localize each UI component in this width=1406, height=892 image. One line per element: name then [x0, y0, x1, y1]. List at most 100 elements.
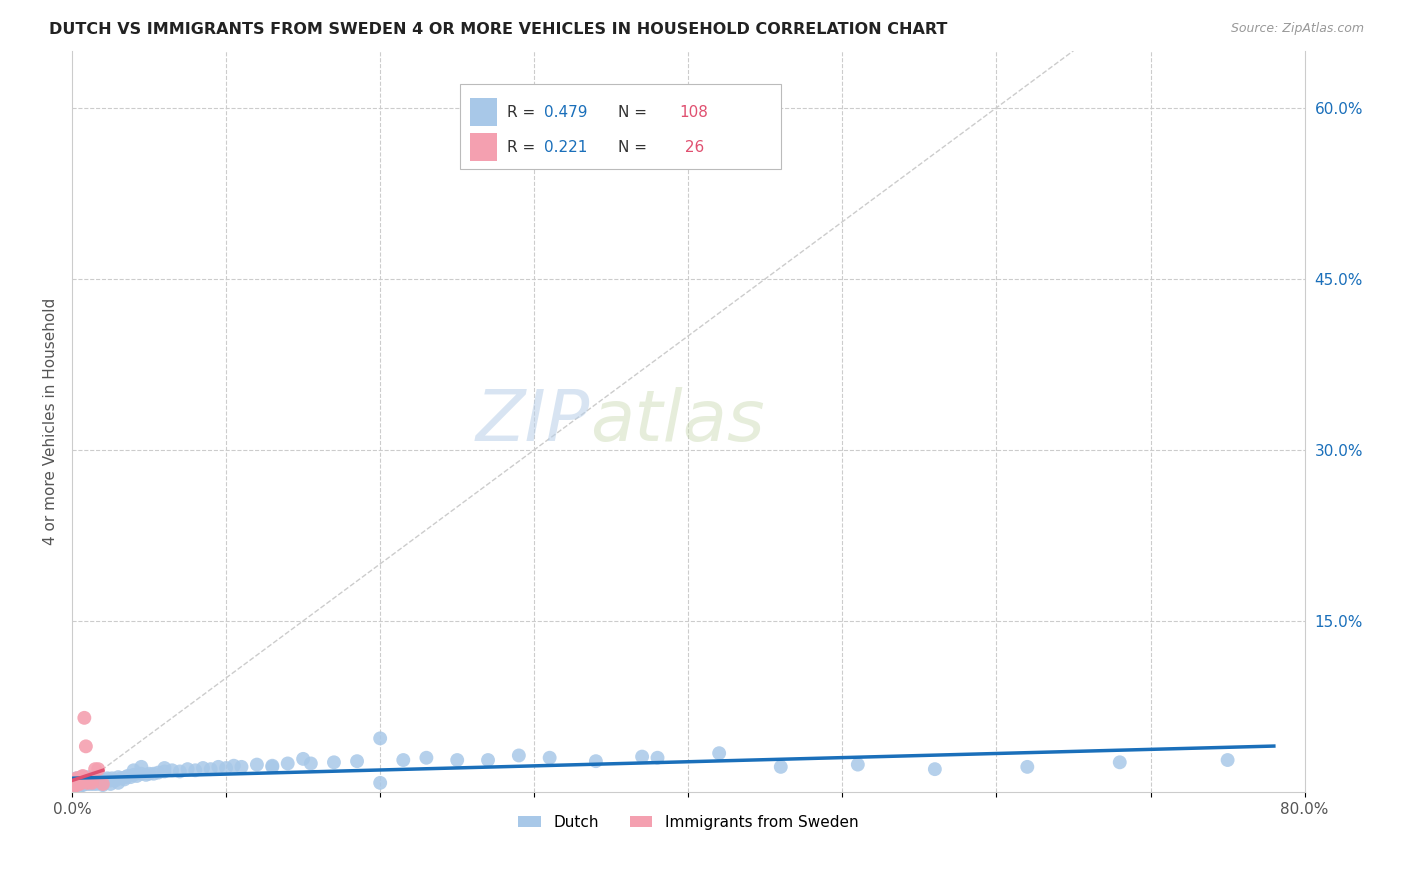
Point: [299, 756, 322, 771]
Point: [176, 762, 198, 776]
Point: [585, 754, 607, 768]
Point: [107, 770, 129, 784]
Point: [104, 773, 127, 788]
Text: N =: N =: [619, 139, 647, 154]
Point: [346, 754, 368, 768]
Point: [91, 778, 114, 792]
Point: [769, 760, 792, 774]
Point: [215, 761, 238, 775]
Point: [70, 774, 93, 789]
Point: [63, 774, 86, 789]
Text: 108: 108: [679, 104, 709, 120]
Point: [131, 766, 153, 780]
Point: [1017, 760, 1039, 774]
Point: [80, 772, 103, 787]
Point: [538, 750, 561, 764]
Point: [110, 772, 132, 786]
Point: [292, 752, 315, 766]
Point: [153, 761, 176, 775]
Point: [392, 753, 415, 767]
Point: [75, 739, 97, 754]
Point: [63, 773, 86, 788]
Point: [73, 711, 96, 725]
Point: [153, 764, 176, 779]
Point: [1108, 756, 1130, 770]
Point: [66, 772, 89, 786]
Point: [67, 776, 90, 790]
Point: [84, 762, 107, 776]
Point: [98, 772, 121, 787]
Y-axis label: 4 or more Vehicles in Household: 4 or more Vehicles in Household: [44, 298, 58, 545]
Point: [125, 769, 148, 783]
Point: [69, 773, 91, 788]
Point: [120, 770, 142, 784]
Text: R =: R =: [508, 104, 540, 120]
Point: [107, 776, 129, 790]
Point: [142, 766, 165, 780]
Point: [631, 749, 654, 764]
Point: [83, 772, 105, 786]
Point: [70, 770, 93, 784]
Point: [191, 761, 214, 775]
Point: [115, 770, 138, 784]
Point: [246, 757, 269, 772]
Point: [72, 769, 94, 783]
Point: [62, 779, 84, 793]
Point: [67, 773, 90, 788]
Point: [70, 777, 93, 791]
Point: [63, 777, 86, 791]
Point: [76, 770, 98, 784]
Point: [103, 772, 125, 787]
Point: [131, 760, 153, 774]
Point: [69, 776, 91, 790]
FancyBboxPatch shape: [470, 133, 498, 161]
Point: [75, 776, 97, 790]
Point: [122, 768, 145, 782]
Point: [66, 774, 89, 789]
Point: [323, 756, 346, 770]
Point: [70, 773, 93, 788]
Point: [112, 772, 135, 787]
FancyBboxPatch shape: [460, 84, 780, 169]
Point: [86, 777, 108, 791]
Point: [86, 772, 108, 786]
Point: [207, 760, 229, 774]
Point: [122, 764, 145, 778]
Text: 26: 26: [679, 139, 704, 154]
Point: [368, 776, 391, 790]
Point: [76, 773, 98, 788]
Point: [169, 764, 191, 779]
Point: [66, 774, 89, 789]
Text: 0.221: 0.221: [544, 139, 588, 154]
Text: ZIP: ZIP: [475, 387, 589, 456]
Point: [67, 777, 90, 791]
Text: 0.479: 0.479: [544, 104, 588, 120]
Legend: Dutch, Immigrants from Sweden: Dutch, Immigrants from Sweden: [512, 809, 865, 836]
Point: [80, 776, 103, 790]
Point: [80, 776, 103, 790]
Point: [101, 772, 124, 786]
Point: [77, 774, 100, 789]
Point: [79, 773, 101, 788]
Point: [84, 772, 107, 787]
Point: [707, 746, 730, 760]
Point: [508, 748, 530, 763]
Point: [79, 777, 101, 791]
Point: [62, 773, 84, 788]
Point: [73, 773, 96, 788]
Point: [70, 770, 93, 784]
Point: [117, 769, 139, 783]
Point: [66, 778, 89, 792]
Point: [73, 773, 96, 788]
Point: [72, 778, 94, 792]
Point: [89, 776, 111, 790]
Point: [138, 766, 160, 780]
Point: [77, 772, 100, 787]
Point: [91, 777, 114, 791]
Point: [368, 731, 391, 746]
Point: [135, 768, 157, 782]
Point: [72, 774, 94, 789]
Point: [89, 772, 111, 786]
Point: [69, 777, 91, 791]
Point: [91, 774, 114, 789]
